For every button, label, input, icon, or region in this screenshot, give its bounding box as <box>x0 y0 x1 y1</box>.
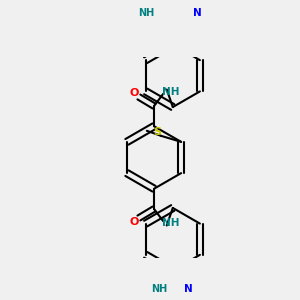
Text: O: O <box>130 88 139 98</box>
Text: O: O <box>130 217 139 227</box>
Text: N: N <box>193 8 202 18</box>
Text: NH: NH <box>138 8 154 18</box>
Text: NH: NH <box>162 218 179 228</box>
Text: S: S <box>153 127 161 137</box>
Text: NH: NH <box>162 87 179 97</box>
Text: N: N <box>184 284 193 294</box>
Text: NH: NH <box>151 284 167 294</box>
